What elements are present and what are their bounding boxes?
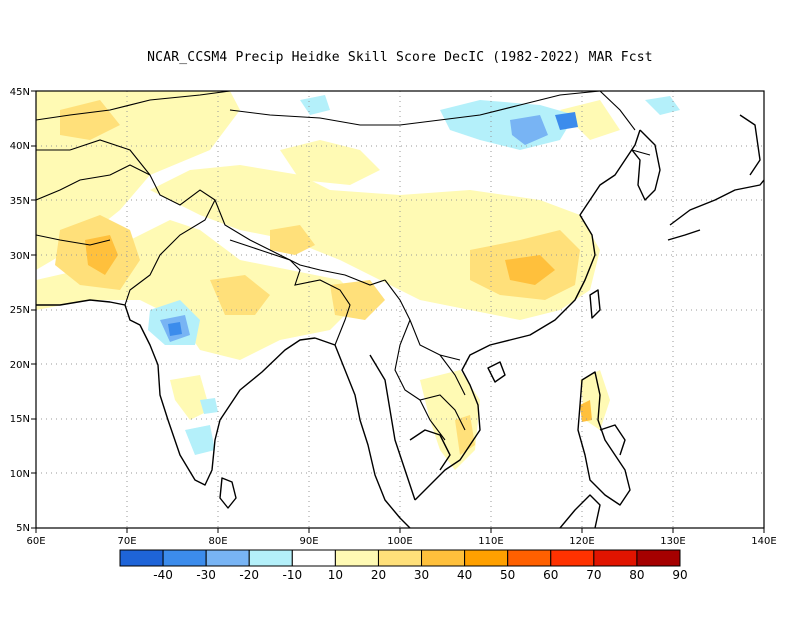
lon-tick-labels: 60E 70E 80E 90E 100E 110E 120E 130E 140E [26,536,776,547]
colorbar-swatch [507,549,552,567]
colorbar-swatch [119,549,164,567]
colorbar-swatch [593,549,638,567]
lat-tick-label: 15N [10,414,30,425]
lon-tick-label: 60E [26,536,45,547]
map-title: NCAR_CCSM4 Precip Heidke Skill Score Dec… [147,50,653,65]
lon-axis [35,528,765,533]
lon-tick-label: 90E [299,536,318,547]
colorbar-swatch [162,549,207,567]
colorbar-label: -10 [283,568,303,582]
colorbar-label: 20 [371,568,386,582]
lon-tick-label: 110E [478,536,503,547]
lon-tick-label: 140E [751,536,776,547]
colorbar-swatch [421,549,466,567]
colorbar-label: -40 [153,568,173,582]
lat-tick-label: 35N [10,196,30,207]
lon-tick-label: 80E [208,536,227,547]
colorbar-swatch [377,549,423,567]
field-negative-10-20 [440,100,575,150]
lat-tick-label: 25N [10,305,30,316]
colorbar-swatch [205,549,250,567]
colorbar-label: 60 [543,568,558,582]
lon-tick-label: 70E [117,536,136,547]
colorbar-swatch [464,549,509,567]
lon-tick-label: 120E [569,536,594,547]
colorbar-label: 10 [328,568,343,582]
colorbar-swatch [334,549,379,567]
colorbar-label: -20 [239,568,259,582]
lat-tick-label: 10N [10,469,30,480]
colorbar-label: 50 [500,568,515,582]
colorbar-swatch [550,549,595,567]
colorbar: -40 -30 -20 -10 10 20 30 40 50 60 70 80 90 [119,549,688,582]
colorbar-swatch [291,549,336,567]
colorbar-label: 70 [586,568,601,582]
india-coastline [36,299,316,486]
lat-tick-labels: 5N 10N 15N 20N 25N 30N 35N 40N 45N [10,87,30,534]
colorbar-swatch [636,549,681,567]
lat-tick-label: 45N [10,87,30,98]
lat-tick-label: 40N [10,141,30,152]
lon-tick-label: 130E [660,536,685,547]
colorbar-label: 30 [414,568,429,582]
field-negative-30-40 [555,112,578,130]
colorbar-label: -30 [196,568,216,582]
lon-tick-label: 100E [387,536,412,547]
lat-tick-label: 30N [10,251,30,262]
field-negative-20-30 [510,115,548,145]
skill-field [36,91,680,470]
lat-tick-label: 20N [10,360,30,371]
lat-tick-label: 5N [16,523,30,534]
colorbar-label: 80 [629,568,644,582]
colorbar-swatch [248,549,293,567]
colorbar-label: 40 [457,568,472,582]
lat-axis [31,90,36,529]
country-borders [36,91,651,441]
colorbar-label: 90 [672,568,687,582]
coastlines [36,114,764,528]
